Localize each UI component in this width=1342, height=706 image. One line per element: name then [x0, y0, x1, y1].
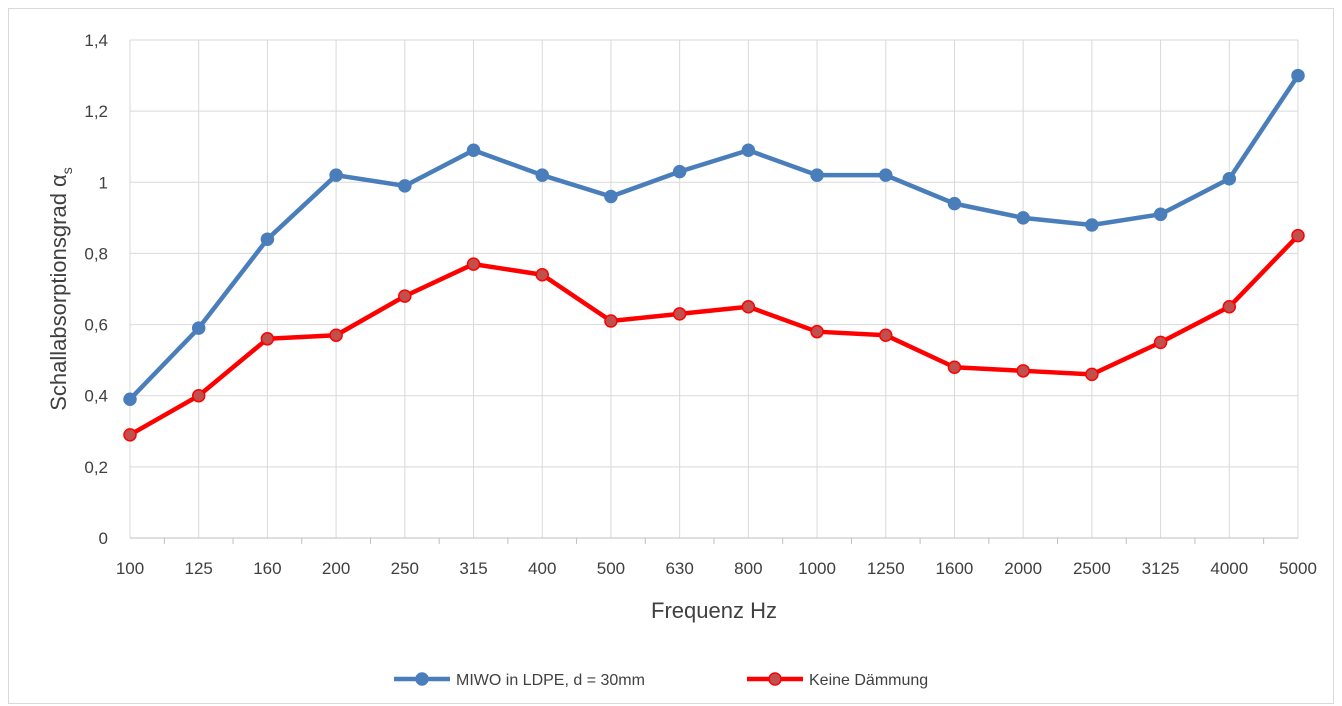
- legend-label: MIWO in LDPE, d = 30mm: [456, 672, 645, 689]
- data-point: [810, 168, 824, 182]
- data-point: [1085, 218, 1099, 232]
- data-point: [1291, 228, 1305, 243]
- data-point: [398, 179, 412, 193]
- data-point: [1085, 367, 1099, 382]
- x-tick-label: 800: [734, 559, 762, 578]
- y-tick-label: 1: [99, 173, 108, 192]
- data-point: [466, 257, 481, 271]
- x-tick-label: 3125: [1142, 559, 1180, 578]
- data-point: [1222, 171, 1237, 186]
- series-line: [128, 74, 1300, 401]
- chart-area: [8, 8, 1334, 704]
- y-axis-title-main: Schallabsorptionsgrad α: [46, 174, 71, 411]
- grid: [129, 39, 1299, 544]
- series-line: [128, 234, 1300, 437]
- series: [123, 68, 1305, 442]
- x-tick-label: 1000: [798, 559, 836, 578]
- y-axis-title-subscript: s: [59, 167, 75, 174]
- data-point: [535, 168, 549, 182]
- y-axis-title: Schallabsorptionsgrad αs: [46, 167, 75, 411]
- y-tick-label: 0,6: [84, 316, 108, 335]
- y-tick-labels: 0 0,2 0,4 0,6 0,8 1 1,2 1,4: [84, 31, 108, 548]
- x-tick-label: 4000: [1210, 559, 1248, 578]
- x-tick-label: 630: [665, 559, 693, 578]
- data-point: [260, 232, 275, 246]
- series-2: [123, 228, 1305, 442]
- data-point: [191, 321, 206, 335]
- data-point: [260, 332, 275, 346]
- data-point: [741, 300, 756, 314]
- legend-marker: [415, 672, 429, 686]
- legend-marker: [768, 672, 782, 686]
- legend-item-1: MIWO in LDPE, d = 30mm: [394, 672, 645, 689]
- data-point: [1222, 300, 1237, 314]
- legend: MIWO in LDPE, d = 30mm Keine Dämmung: [394, 672, 928, 689]
- data-point: [1153, 335, 1168, 350]
- data-point: [1016, 364, 1030, 378]
- data-point: [741, 143, 756, 158]
- x-tick-label: 125: [185, 559, 213, 578]
- x-tick-label: 315: [459, 559, 487, 578]
- x-axis-title: Frequenz Hz: [651, 598, 777, 623]
- x-tick-label: 1250: [867, 559, 905, 578]
- data-point: [947, 196, 962, 211]
- y-tick-label: 1,4: [84, 31, 108, 50]
- y-tick-label: 0,2: [84, 458, 108, 477]
- x-tick-label: 1600: [936, 559, 974, 578]
- data-point: [1016, 211, 1030, 225]
- x-tick-label: 2000: [1004, 559, 1042, 578]
- data-point: [1153, 207, 1168, 222]
- data-point: [398, 289, 412, 303]
- y-tick-label: 0: [99, 529, 108, 548]
- data-point: [329, 328, 343, 342]
- x-tick-label: 200: [322, 559, 350, 578]
- data-point: [123, 428, 137, 442]
- x-tick-label: 100: [116, 559, 144, 578]
- x-tick-label: 2500: [1073, 559, 1111, 578]
- data-point: [1291, 68, 1305, 83]
- legend-item-2: Keine Dämmung: [747, 672, 928, 689]
- data-point: [191, 388, 206, 403]
- data-point: [672, 164, 687, 179]
- data-point: [810, 324, 824, 339]
- data-point: [535, 268, 549, 282]
- data-point: [466, 143, 481, 158]
- x-tick-label: 5000: [1279, 559, 1317, 578]
- x-tick-labels: 100 125 160 200 250 315 400 500 630 800 1000 1250 16…: [116, 559, 1317, 578]
- data-point: [947, 360, 962, 375]
- y-tick-label: 0,4: [84, 387, 108, 406]
- y-tick-label: 1,2: [84, 102, 108, 121]
- x-tick-label: 250: [391, 559, 419, 578]
- data-point: [329, 168, 343, 182]
- x-tick-label: 160: [253, 559, 281, 578]
- legend-label: Keine Dämmung: [809, 672, 928, 689]
- y-tick-label: 0,8: [84, 244, 108, 263]
- data-point: [123, 392, 137, 407]
- data-point: [604, 314, 618, 328]
- x-tick-label: 400: [528, 559, 556, 578]
- data-point: [879, 328, 893, 342]
- data-point: [879, 168, 893, 182]
- data-point: [604, 189, 618, 204]
- x-tick-label: 500: [597, 559, 625, 578]
- series-1: [123, 68, 1305, 407]
- data-point: [672, 307, 687, 321]
